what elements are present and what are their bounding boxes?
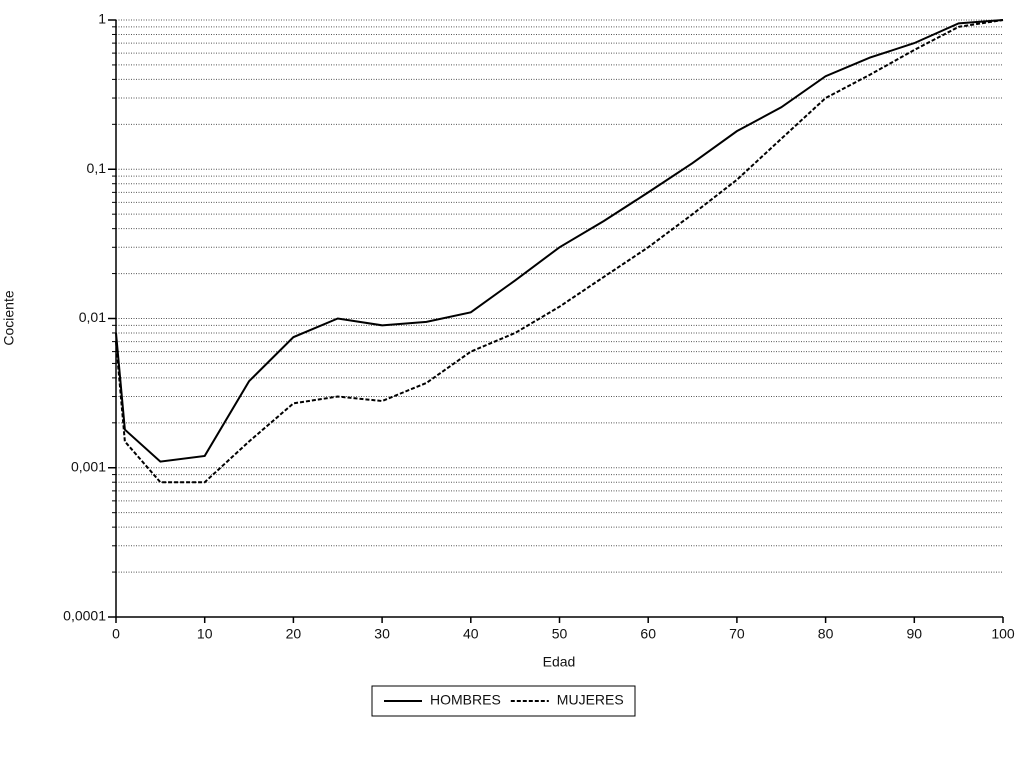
x-tick-label: 60 [640,626,656,642]
x-tick-label: 50 [552,626,568,642]
x-tick-label: 40 [463,626,479,642]
x-tick-label: 100 [991,626,1015,642]
legend-box [371,685,636,717]
x-axis-label: Edad [543,654,576,670]
x-tick-label: 80 [818,626,834,642]
legend-label: HOMBRES [430,692,501,708]
x-tick-label: 0 [112,626,120,642]
y-tick-label: 0,01 [79,309,106,325]
x-tick-label: 70 [729,626,745,642]
x-tick-label: 90 [907,626,923,642]
y-axis-label: Cociente [1,290,17,345]
y-tick-label: 1 [98,11,106,27]
x-tick-label: 10 [197,626,213,642]
series-line [115,19,1004,463]
series-line [115,19,1004,484]
legend-label: MUJERES [557,692,624,708]
y-tick-label: 0,1 [87,160,107,176]
y-tick-label: 0,001 [71,458,106,474]
y-tick-label: 0,0001 [63,608,106,624]
x-tick-label: 30 [374,626,390,642]
x-tick-label: 20 [286,626,302,642]
